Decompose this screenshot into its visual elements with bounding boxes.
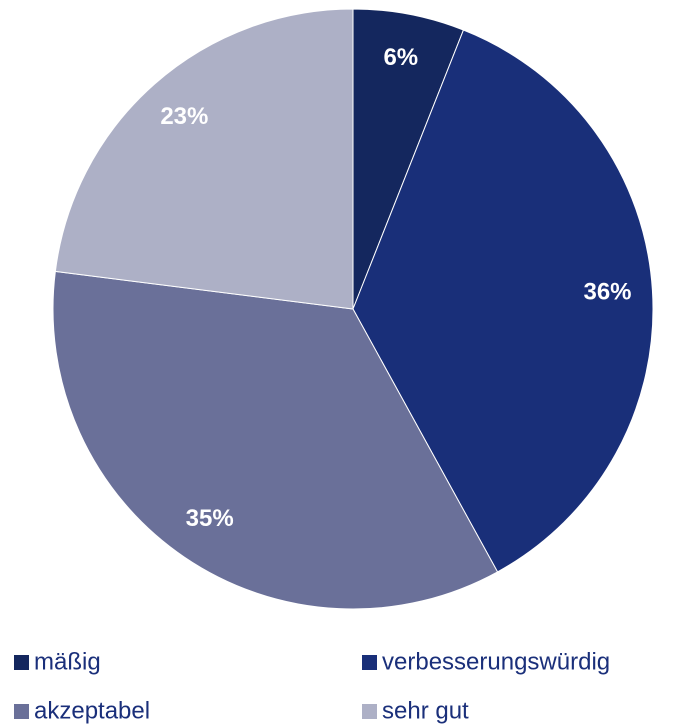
value-label: 35% <box>186 505 234 532</box>
pie-slice <box>352 29 654 573</box>
legend-label: verbesserungswürdig <box>382 648 610 675</box>
legend-label: sehr gut <box>382 697 469 724</box>
value-label: 36% <box>583 278 631 305</box>
legend-label: mäßig <box>34 648 101 675</box>
legend-swatch <box>14 655 29 670</box>
pie-slice <box>52 270 499 610</box>
legend-swatch <box>362 655 377 670</box>
value-label: 23% <box>160 103 208 130</box>
pie-slice <box>54 8 354 310</box>
legend-label: akzeptabel <box>34 697 150 724</box>
value-label: 6% <box>383 44 418 71</box>
legend-swatch <box>14 704 29 719</box>
legend-swatch <box>362 704 377 719</box>
